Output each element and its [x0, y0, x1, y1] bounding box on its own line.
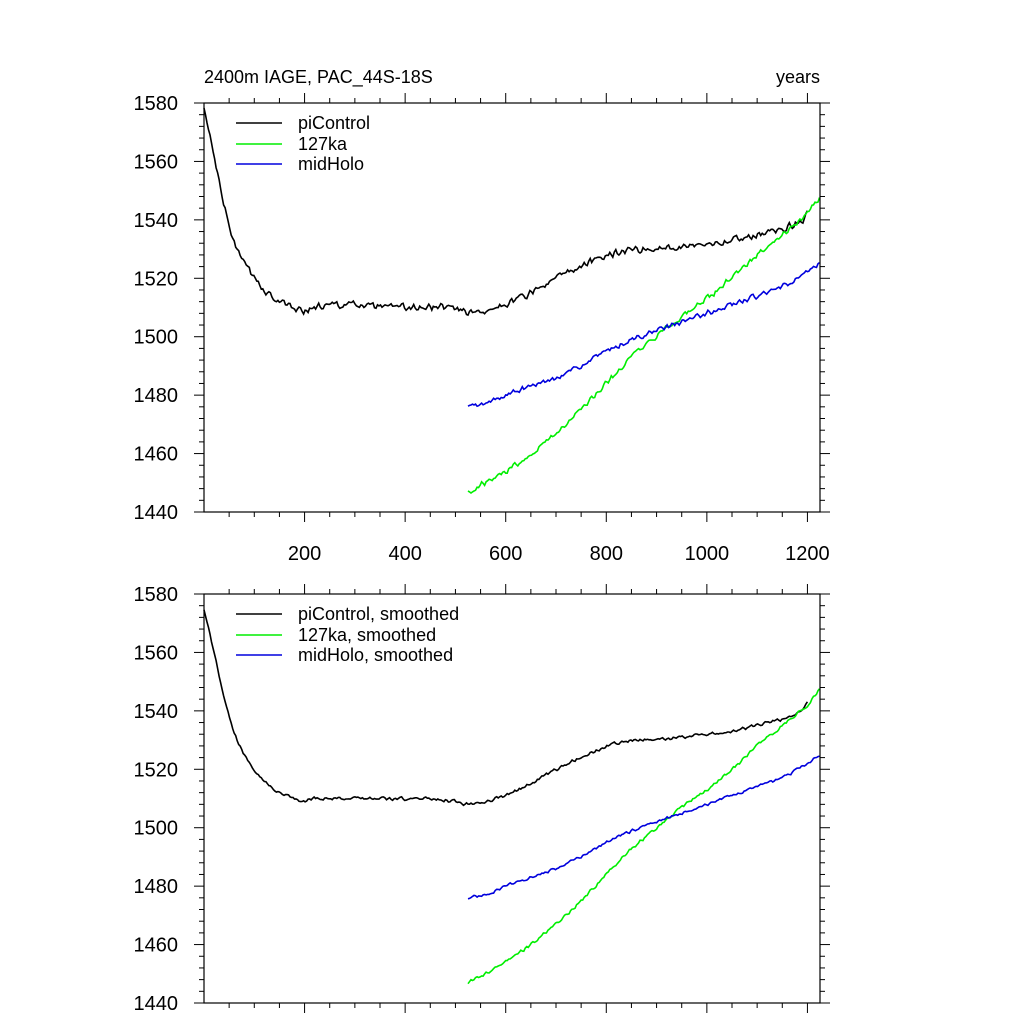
- series-line-midholo: [467, 261, 820, 408]
- series-line-picontrol: [203, 107, 809, 317]
- x-tick-label: 1000: [685, 543, 730, 565]
- top-panel: 2400m IAGE, PAC_44S-18S years 1440 1460 …: [134, 67, 830, 565]
- y-tick-label: 1460: [134, 935, 179, 957]
- y-tick-label: 1480: [134, 385, 179, 407]
- y-tick-label: 1560: [134, 642, 179, 664]
- legend-label-127ka: 127ka: [298, 134, 348, 154]
- y-tick-label: 1440: [134, 502, 179, 524]
- series-line-127ka-smoothed: [467, 688, 821, 985]
- axis-ticks: [194, 93, 830, 522]
- y-tick-label: 1580: [134, 584, 179, 606]
- axis-ticks: [194, 584, 830, 1013]
- series-line-midholo-smoothed: [467, 755, 820, 900]
- data-series: [203, 609, 821, 985]
- plot-frame: [203, 102, 821, 513]
- y-tick-label: 1460: [134, 444, 179, 466]
- y-tick-labels: 1440 1460 1480 1500 1520 1540 1560 1580: [134, 93, 179, 524]
- units-label: years: [776, 67, 820, 87]
- data-series: [203, 107, 821, 494]
- legend-label-picontrol: piControl: [298, 113, 370, 133]
- x-tick-label: 200: [288, 543, 321, 565]
- chart-title: 2400m IAGE, PAC_44S-18S: [204, 67, 433, 88]
- y-tick-labels: 1440 1460 1480 1500 1520 1540 1560 1580: [134, 584, 179, 1015]
- y-tick-label: 1520: [134, 268, 179, 290]
- y-tick-label: 1440: [134, 993, 179, 1015]
- y-tick-label: 1500: [134, 818, 179, 840]
- x-tick-label: 600: [489, 543, 522, 565]
- x-tick-label: 1200: [785, 543, 830, 565]
- x-tick-label: 800: [590, 543, 623, 565]
- legend-label-midholo: midHolo: [298, 154, 364, 174]
- legend-label-127ka-smoothed: 127ka, smoothed: [298, 625, 436, 645]
- y-tick-label: 1560: [134, 151, 179, 173]
- y-tick-label: 1540: [134, 210, 179, 232]
- legend: piControl, smoothed 127ka, smoothed midH…: [236, 604, 459, 665]
- bottom-panel: 1440 1460 1480 1500 1520 1540 1560 1580 …: [134, 584, 830, 1015]
- x-tick-labels: 200 400 600 800 1000 1200: [288, 543, 830, 565]
- y-tick-label: 1580: [134, 93, 179, 115]
- y-tick-label: 1500: [134, 327, 179, 349]
- y-tick-label: 1480: [134, 876, 179, 898]
- legend-label-midholo-smoothed: midHolo, smoothed: [298, 645, 453, 665]
- x-tick-label: 400: [388, 543, 421, 565]
- series-line-127ka: [467, 197, 821, 494]
- y-tick-label: 1520: [134, 759, 179, 781]
- plot-frame: [203, 593, 821, 1004]
- legend-label-picontrol-smoothed: piControl, smoothed: [298, 604, 459, 624]
- series-line-picontrol-smoothed: [203, 609, 809, 807]
- legend: piControl 127ka midHolo: [236, 113, 370, 174]
- y-tick-label: 1540: [134, 701, 179, 723]
